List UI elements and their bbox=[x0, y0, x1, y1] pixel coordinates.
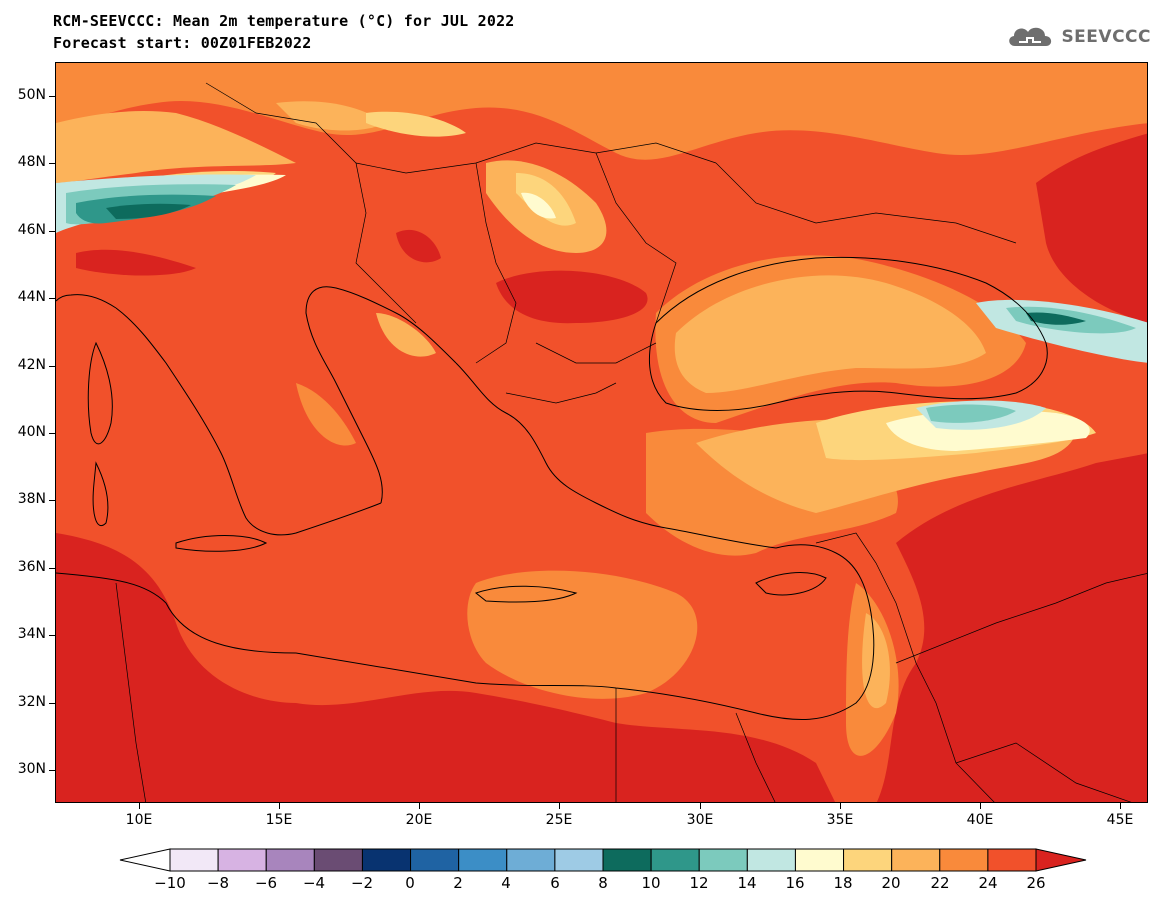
lon-label-10e: 10E bbox=[125, 812, 153, 828]
colorbar-label: 26 bbox=[1026, 874, 1046, 892]
lat-tick bbox=[49, 163, 55, 164]
colorbar-label: 24 bbox=[978, 874, 998, 892]
lat-tick bbox=[49, 366, 55, 367]
colorbar-over-arrow bbox=[1035, 848, 1087, 872]
map-title: RCM-SEEVCCC: Mean 2m temperature (°C) fo… bbox=[53, 12, 515, 30]
colorbar-swatch bbox=[506, 848, 556, 872]
lat-tick bbox=[49, 96, 55, 97]
lon-tick bbox=[139, 803, 140, 809]
colorbar-label: −4 bbox=[302, 874, 326, 892]
lon-tick bbox=[1120, 803, 1121, 809]
lat-tick bbox=[49, 703, 55, 704]
lon-tick bbox=[840, 803, 841, 809]
lon-label-25e: 25E bbox=[545, 812, 573, 828]
lat-tick bbox=[49, 770, 55, 771]
colorbar-swatch bbox=[169, 848, 219, 872]
colorbar-label: −10 bbox=[154, 874, 186, 892]
colorbar-swatch bbox=[650, 848, 700, 872]
colorbar-under-arrow bbox=[119, 848, 171, 872]
colorbar-label: −8 bbox=[206, 874, 230, 892]
temperature-map bbox=[55, 62, 1148, 803]
colorbar-swatch bbox=[410, 848, 460, 872]
colorbar-swatch bbox=[698, 848, 748, 872]
lat-label-34n: 34N bbox=[17, 626, 46, 642]
colorbar-label: 20 bbox=[881, 874, 901, 892]
colorbar-swatch bbox=[602, 848, 652, 872]
logo-text: SEEVCCC bbox=[1061, 27, 1151, 47]
forecast-start: Forecast start: 00Z01FEB2022 bbox=[53, 34, 312, 52]
lat-tick bbox=[49, 231, 55, 232]
seevccc-logo: SEEVCCC bbox=[1005, 22, 1151, 52]
colorbar-swatch bbox=[987, 848, 1037, 872]
lon-label-30e: 30E bbox=[686, 812, 714, 828]
lon-label-35e: 35E bbox=[826, 812, 854, 828]
lat-tick bbox=[49, 298, 55, 299]
colorbar-label: 6 bbox=[550, 874, 560, 892]
temperature-field bbox=[56, 63, 1147, 802]
colorbar-swatch bbox=[554, 848, 604, 872]
country-borders bbox=[115, 82, 1147, 802]
colorbar-label: 4 bbox=[501, 874, 511, 892]
colorbar-swatch bbox=[794, 848, 845, 872]
lat-label-48n: 48N bbox=[17, 154, 46, 170]
colorbar-swatch bbox=[361, 848, 412, 872]
colorbar-label: 18 bbox=[833, 874, 853, 892]
colorbar-label: 12 bbox=[689, 874, 709, 892]
colorbar-swatch bbox=[891, 848, 941, 872]
lon-tick bbox=[700, 803, 701, 809]
lat-tick bbox=[49, 500, 55, 501]
lon-label-40e: 40E bbox=[966, 812, 994, 828]
colorbar-swatch bbox=[458, 848, 508, 872]
colorbar-label: −6 bbox=[254, 874, 278, 892]
lat-tick bbox=[49, 635, 55, 636]
lat-label-42n: 42N bbox=[17, 357, 46, 373]
colorbar-label: 22 bbox=[930, 874, 950, 892]
colorbar-label: −2 bbox=[350, 874, 374, 892]
lat-label-50n: 50N bbox=[17, 87, 46, 103]
lat-label-44n: 44N bbox=[17, 289, 46, 305]
lat-label-40n: 40N bbox=[17, 424, 46, 440]
cloud-icon bbox=[1009, 27, 1052, 46]
lat-tick bbox=[49, 568, 55, 569]
lon-label-15e: 15E bbox=[265, 812, 293, 828]
lon-tick bbox=[980, 803, 981, 809]
colorbar-swatch bbox=[313, 848, 363, 872]
colorbar-swatch bbox=[217, 848, 267, 872]
lat-label-38n: 38N bbox=[17, 491, 46, 507]
colorbar-label: 2 bbox=[453, 874, 463, 892]
colorbar-label: 14 bbox=[737, 874, 757, 892]
lon-label-20e: 20E bbox=[405, 812, 433, 828]
colorbar-label: 16 bbox=[785, 874, 805, 892]
colorbar-swatch bbox=[265, 848, 315, 872]
lon-tick bbox=[279, 803, 280, 809]
lat-label-30n: 30N bbox=[17, 761, 46, 777]
lat-label-32n: 32N bbox=[17, 694, 46, 710]
lon-tick bbox=[559, 803, 560, 809]
colorbar-label: 10 bbox=[641, 874, 661, 892]
colorbar-swatch bbox=[843, 848, 893, 872]
colorbar-label: 8 bbox=[598, 874, 608, 892]
lon-tick bbox=[419, 803, 420, 809]
lon-label-45e: 45E bbox=[1106, 812, 1134, 828]
lat-label-46n: 46N bbox=[17, 222, 46, 238]
colorbar-label: 0 bbox=[405, 874, 415, 892]
lat-label-36n: 36N bbox=[17, 559, 46, 575]
colorbar-swatch bbox=[746, 848, 796, 872]
lat-tick bbox=[49, 433, 55, 434]
colorbar-swatch bbox=[939, 848, 989, 872]
